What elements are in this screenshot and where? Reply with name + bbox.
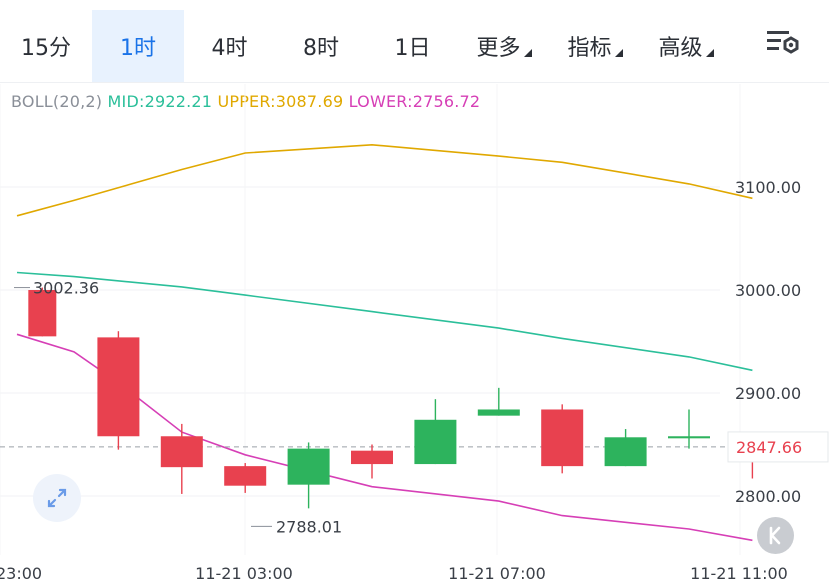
x-tick-label: 11-21 07:00: [448, 564, 546, 583]
tab-label: 15分: [21, 36, 71, 61]
candle-body: [668, 436, 710, 439]
dropdown-triangle-icon: [523, 49, 532, 57]
candle-body: [351, 450, 393, 465]
low-annotation-label: 2788.01: [276, 517, 342, 536]
timeframe-tabs: 15分 1时 4时 8时 1日 更多 指标 高级: [0, 10, 829, 83]
tab-label: 更多: [476, 36, 521, 61]
expand-chart-button[interactable]: [33, 474, 81, 522]
tab-label: 高级: [658, 36, 703, 61]
x-tick-label: 11-21 11:00: [690, 564, 788, 583]
last-price-tag: [727, 431, 829, 463]
high-annotation-label: 3002.36: [33, 279, 99, 298]
dropdown-triangle-icon: [705, 49, 714, 57]
boll-indicator-legend: BOLL(20,2) MID:2922.21 UPPER:3087.69 LOW…: [11, 92, 480, 111]
y-tick-label: 3000.00: [735, 281, 801, 300]
tab-label: 4时: [211, 36, 248, 61]
last-price-label: 2847.66: [736, 438, 802, 457]
tab-4[interactable]: 1日: [367, 10, 458, 82]
boll-upper-line: [16, 143, 753, 217]
tab-7[interactable]: 高级: [640, 10, 732, 82]
tab-3[interactable]: 8时: [275, 10, 367, 82]
tab-1[interactable]: 1时: [92, 10, 184, 82]
boll-upper-value: UPPER:3087.69: [217, 92, 344, 111]
boll-lower-value: LOWER:2756.72: [348, 92, 481, 111]
y-tick-label: 3100.00: [735, 178, 801, 197]
tab-2[interactable]: 4时: [184, 10, 275, 82]
tab-label: 8时: [303, 36, 339, 61]
tab-0[interactable]: 15分: [0, 10, 92, 82]
candle-body: [287, 448, 330, 485]
candle-body: [224, 466, 267, 486]
candle-body: [604, 437, 647, 467]
chart-settings-icon[interactable]: [762, 22, 802, 62]
dropdown-triangle-icon: [614, 49, 623, 57]
x-tick-label: 23:00: [0, 564, 42, 583]
tab-label: 1日: [394, 36, 431, 61]
tab-5[interactable]: 更多: [458, 10, 550, 82]
expand-arrows-icon: [47, 488, 67, 508]
candle-body: [541, 409, 584, 467]
y-tick-label: 2900.00: [735, 384, 801, 403]
boll-name: BOLL(20,2): [11, 92, 103, 111]
candle-body: [477, 409, 520, 416]
candle-body: [28, 290, 57, 337]
boll-mid-line: [16, 271, 753, 372]
boll-mid-value: MID:2922.21: [107, 92, 213, 111]
k-logo-icon: [769, 526, 781, 545]
candle-body: [160, 436, 203, 468]
tab-6[interactable]: 指标: [550, 10, 640, 82]
tab-label: 1时: [120, 36, 156, 61]
candle-body: [414, 419, 457, 465]
candle-body: [97, 337, 140, 437]
y-tick-label: 2800.00: [735, 487, 801, 506]
x-tick-label: 11-21 03:00: [195, 564, 293, 583]
k-logo-button[interactable]: [757, 517, 794, 554]
tab-label: 指标: [567, 36, 612, 61]
